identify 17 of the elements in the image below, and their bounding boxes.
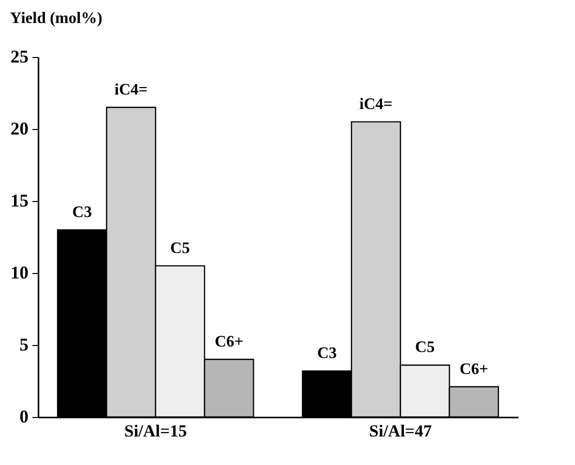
text: iC4= (359, 96, 393, 113)
y-tick-label: 10 (10, 262, 28, 282)
y-tick-label: 25 (10, 46, 28, 66)
y-tick-label: 0 (20, 406, 28, 426)
series-label: C3 (72, 204, 92, 221)
text: C5 (415, 339, 435, 356)
series-label: C6+ (214, 333, 244, 350)
series-label: iC4= (114, 81, 148, 98)
y-tick-label: 15 (10, 190, 28, 210)
y-axis-title: Yield (mol%) (10, 10, 102, 27)
x-tick-label: Si/Al=15 (124, 422, 187, 440)
text: C6+ (460, 360, 488, 378)
y-tick-label: 5 (20, 334, 28, 354)
x-tick-label: Si/Al=47 (369, 422, 432, 440)
series-label: C5 (170, 240, 190, 257)
y-tick-label: 20 (10, 118, 28, 138)
text: C3 (317, 344, 337, 362)
